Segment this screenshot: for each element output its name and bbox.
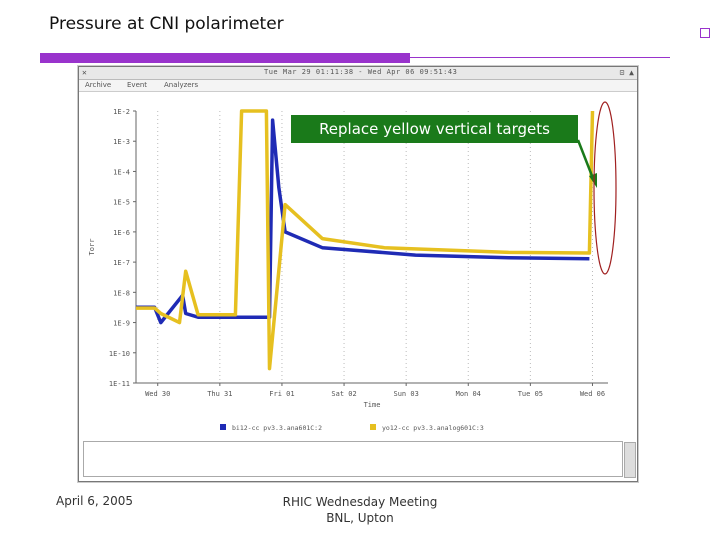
title-rule-bar [40,53,410,63]
y-tick-label: 1E-3 [113,138,130,146]
footer-center: RHIC Wednesday Meeting BNL, Upton [260,494,460,526]
menu-archive[interactable]: Archive [85,81,112,89]
window-controls-icon[interactable]: ⊡ ▲ [619,68,634,77]
plot-area: 1E-2 1E-3 1E-4 1E-5 1E-6 1E-7 1E-8 1E-9 1E-10 1E-… [80,93,632,438]
x-tick-label: Thu 31 [207,390,232,398]
footer-date: April 6, 2005 [56,494,134,508]
x-axis-label: Time [364,401,381,409]
legend-label-1: yo12-cc pv3.3.analog601C:3 [382,424,484,432]
callout-box: Replace yellow vertical targets [291,115,578,143]
y-tick-label: 1E-9 [113,320,130,328]
y-tick-label: 1E-11 [109,380,130,388]
window-titlebar[interactable]: ✕ Tue Mar 29 01:11:38 - Wed Apr 06 09:51… [79,67,637,80]
y-tick-label: 1E-6 [113,229,130,237]
legend-swatch-1 [370,424,376,430]
series-line-1 [136,109,595,371]
log-pane[interactable] [83,441,623,477]
y-axis-label: Torr [88,239,96,256]
decorative-box [700,28,710,38]
x-tick-label: Sat 02 [331,390,356,398]
y-tick-label: 1E-4 [113,168,130,176]
window-title: Tue Mar 29 01:11:38 - Wed Apr 06 09:51:4… [264,68,458,76]
menubar: Archive Event Analyzers [79,80,637,92]
close-icon[interactable]: ✕ [82,68,87,77]
legend-swatch-0 [220,424,226,430]
x-tick-label: Tue 05 [518,390,543,398]
footer-location: BNL, Upton [326,511,394,525]
y-tick-label: 1E-8 [113,289,130,297]
y-tick-label: 1E-2 [113,108,130,116]
x-tick-label: Mon 04 [456,390,481,398]
y-tick-label: 1E-7 [113,259,130,267]
pressure-chart: 1E-2 1E-3 1E-4 1E-5 1E-6 1E-7 1E-8 1E-9 1E-10 1E-… [88,108,608,432]
title-rule-line [410,57,670,58]
x-tick-label: Sun 03 [394,390,419,398]
x-tick-label: Fri 01 [269,390,294,398]
x-tick-label: Wed 06 [580,390,605,398]
menu-analyzers[interactable]: Analyzers [164,81,199,89]
slide-title: Pressure at CNI polarimeter [49,14,284,34]
scrollbar[interactable] [624,442,636,478]
menu-event[interactable]: Event [127,81,148,89]
legend-label-0: bi12-cc pv3.3.ana601C:2 [232,424,322,432]
x-tick-label: Wed 30 [145,390,170,398]
series-line-0 [136,118,590,325]
footer-meeting: RHIC Wednesday Meeting [282,495,438,509]
y-tick-label: 1E-5 [113,199,130,207]
title-rule [40,53,670,65]
y-tick-label: 1E-10 [109,350,130,358]
